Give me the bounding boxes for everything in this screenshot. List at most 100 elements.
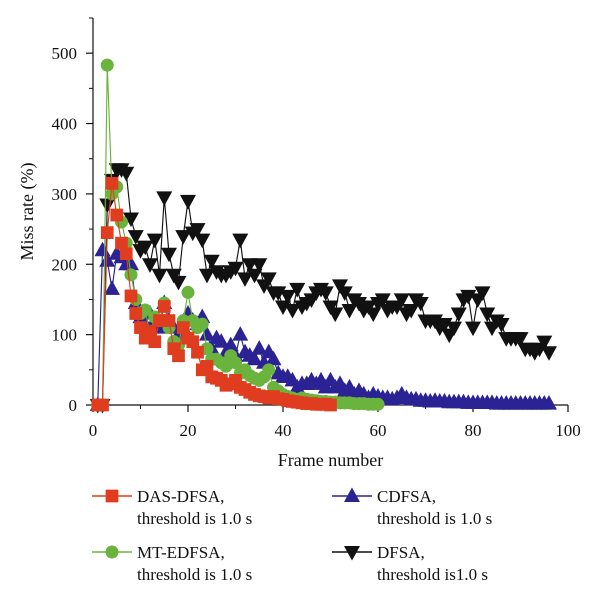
data-point	[156, 191, 173, 206]
data-point	[189, 223, 206, 238]
y-tick-label: 200	[52, 255, 78, 274]
data-point	[541, 346, 557, 361]
data-point	[191, 345, 204, 359]
data-point	[119, 247, 133, 261]
axis-title-layer: Frame number Miss rate (%)	[17, 163, 383, 470]
data-point	[324, 398, 337, 412]
x-axis-title: Frame number	[278, 450, 383, 470]
data-point	[146, 233, 163, 249]
data-point	[237, 272, 253, 287]
series-triangle-down	[89, 163, 557, 414]
data-point	[118, 166, 135, 182]
data-point	[327, 307, 344, 323]
y-tick-label: 300	[52, 185, 78, 204]
legend-item: DFSA, threshold is1.0 s	[332, 543, 488, 584]
legend: DAS-DFSA, threshold is 1.0 s MT-EDFSA, thre…	[92, 487, 492, 584]
y-tick-label: 500	[52, 44, 78, 63]
y-axis-title: Miss rate (%)	[17, 163, 38, 261]
data-point	[170, 275, 187, 291]
y-tick-label: 400	[52, 115, 78, 134]
legend-label-line1: DAS-DFSA,	[137, 487, 224, 506]
data-point	[161, 247, 177, 263]
data-point	[199, 326, 215, 341]
data-point	[365, 307, 382, 323]
data-point	[493, 318, 510, 333]
legend-label-line1: MT-EDFSA,	[137, 543, 225, 562]
x-tick-label: 40	[275, 421, 292, 440]
data-point	[262, 363, 276, 377]
x-tick-label: 20	[180, 421, 197, 440]
y-tick-label: 100	[52, 326, 78, 345]
data-point	[110, 208, 124, 222]
data-point	[194, 233, 211, 249]
data-point	[213, 333, 230, 348]
data-point	[157, 300, 171, 313]
x-tick-label: 100	[555, 421, 581, 440]
data-point	[536, 335, 553, 351]
data-point	[181, 285, 195, 299]
x-tick-label: 60	[370, 421, 387, 440]
data-point	[251, 258, 268, 273]
data-point	[96, 398, 109, 412]
legend-label-line1: CDFSA,	[377, 487, 436, 506]
legend-marker	[105, 489, 119, 503]
data-point	[148, 335, 162, 349]
data-point	[100, 58, 114, 72]
legend-marker	[344, 545, 360, 561]
y-tick-label: 0	[69, 396, 78, 415]
data-point	[317, 286, 334, 301]
data-point	[279, 289, 296, 305]
data-point	[403, 303, 420, 319]
data-point	[446, 321, 462, 337]
data-point	[541, 395, 557, 410]
data-point	[512, 332, 529, 347]
data-point	[151, 268, 168, 284]
data-point	[203, 254, 220, 270]
data-point	[104, 280, 120, 295]
data-point	[162, 314, 176, 327]
data-point	[246, 268, 263, 284]
data-point	[450, 307, 467, 323]
legend-marker	[344, 487, 360, 503]
legend-label-line1: DFSA,	[377, 543, 425, 562]
data-point	[180, 194, 196, 210]
data-point	[260, 272, 277, 287]
data-point	[175, 230, 192, 245]
data-point	[127, 230, 144, 245]
data-point	[232, 233, 249, 249]
x-tick-label: 80	[465, 421, 482, 440]
legend-label-line2: threshold is 1.0 s	[137, 509, 252, 528]
data-point	[99, 198, 116, 214]
data-point	[465, 321, 481, 337]
data-point	[265, 350, 282, 366]
legend-item: DAS-DFSA, threshold is 1.0 s	[92, 487, 252, 528]
data-point	[199, 268, 215, 284]
data-point	[393, 293, 410, 308]
data-point	[232, 326, 249, 341]
series-layer	[89, 58, 557, 414]
data-point	[284, 303, 301, 319]
data-point	[124, 268, 138, 282]
axes-layer: 0 20 40 60 80 100 0 100 200 300 400 500	[52, 17, 581, 440]
legend-label-line2: threshold is 1.0 s	[137, 565, 252, 584]
legend-item: MT-EDFSA, threshold is 1.0 s	[92, 543, 252, 584]
data-point	[137, 240, 154, 256]
data-point	[142, 258, 158, 273]
series-square	[91, 177, 337, 412]
data-point	[124, 289, 138, 303]
data-point	[100, 226, 114, 239]
data-point	[195, 317, 209, 331]
data-point	[289, 282, 306, 298]
x-tick-label: 0	[89, 421, 98, 440]
data-point	[474, 286, 491, 301]
data-point	[412, 296, 429, 312]
data-point	[371, 397, 385, 411]
data-point	[172, 349, 185, 363]
data-point	[129, 307, 143, 320]
legend-marker	[105, 545, 119, 559]
data-point	[251, 340, 268, 355]
legend-label-line2: threshold is 1.0 s	[377, 509, 492, 528]
data-point	[227, 261, 244, 277]
